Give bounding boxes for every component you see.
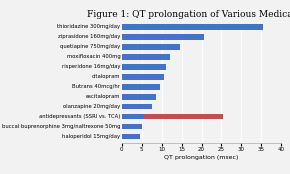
Bar xyxy=(122,34,204,40)
Bar xyxy=(122,124,142,129)
Title: Figure 1: QT prolongation of Various Medications: Figure 1: QT prolongation of Various Med… xyxy=(87,10,290,19)
Bar xyxy=(122,114,144,120)
X-axis label: QT prolongation (msec): QT prolongation (msec) xyxy=(164,155,239,160)
Bar xyxy=(122,84,160,89)
Bar xyxy=(122,94,156,100)
Bar xyxy=(122,104,152,109)
Bar xyxy=(144,114,224,120)
Bar xyxy=(122,64,166,70)
Bar xyxy=(122,54,170,60)
Bar xyxy=(122,134,140,139)
Bar xyxy=(122,24,263,30)
Bar xyxy=(122,44,180,50)
Bar xyxy=(122,74,164,80)
